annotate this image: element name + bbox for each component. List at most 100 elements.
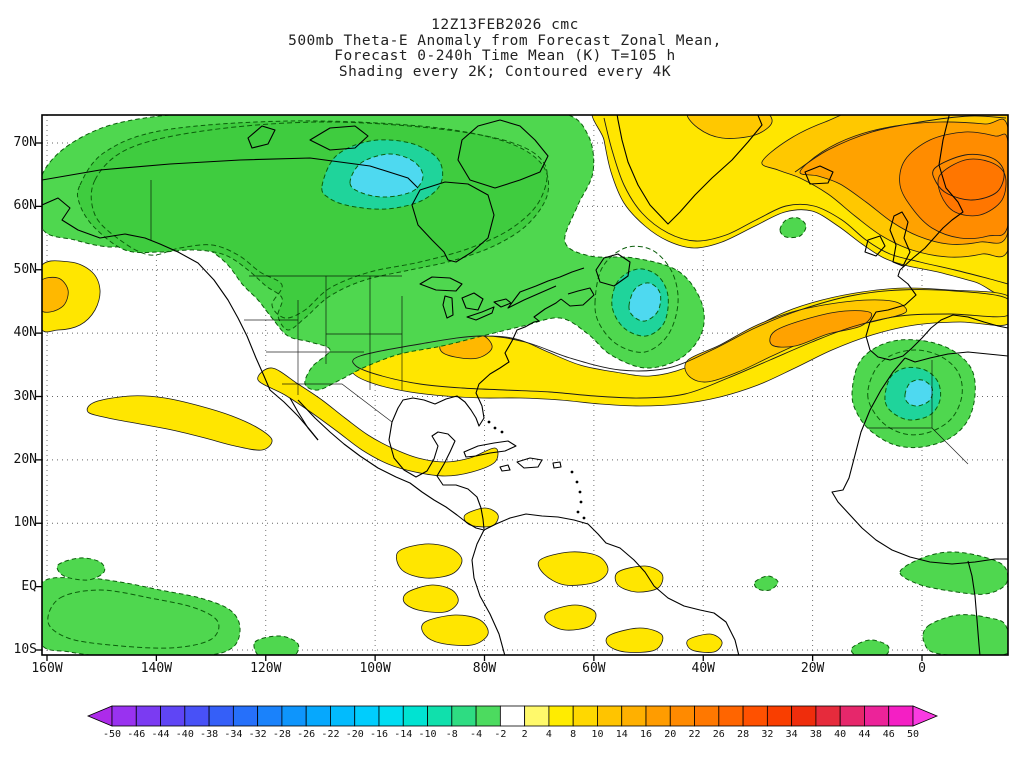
lon-tick-label: 120W (250, 661, 282, 676)
chart-title: 12Z13FEB2026 cmc 500mb Theta-E Anomaly f… (0, 17, 1010, 80)
colorbar-segment (378, 705, 404, 727)
borders-layer (150, 180, 969, 465)
colorbar-segment (839, 705, 865, 727)
contour-neg-canada (90, 121, 548, 319)
colorbar-segment (330, 705, 356, 727)
lat-tick-label: 50N (13, 261, 37, 277)
colorbar-segment (257, 705, 283, 727)
coast-greenland (616, 115, 763, 225)
colorbar-left-arrow (86, 705, 113, 727)
shade-mexico-yellow-arc (257, 367, 499, 477)
coast-jamaica (499, 464, 511, 472)
shade-hudson-cyan (349, 153, 424, 198)
colorbar (86, 705, 939, 727)
shade-tropical-yellow-patch (421, 614, 489, 646)
contour-pos-midatlantic (352, 289, 1008, 399)
coast-baja-inner (289, 397, 319, 441)
lon-tick-label: 20W (800, 661, 825, 676)
colorbar-tick-label: 44 (858, 729, 871, 740)
map-frame (41, 114, 1009, 656)
lat-tick-label: 20N (13, 451, 37, 467)
colorbar-tick-label: -50 (102, 729, 122, 740)
shade-tropical-yellow-patch (614, 565, 664, 593)
lon-tick-label: 80W (472, 661, 497, 676)
colorbar-segment (281, 705, 307, 727)
island-dot (570, 470, 574, 474)
colorbar-segment (208, 705, 234, 727)
colorbar-tick-label: 8 (570, 729, 577, 740)
colorbar-tick-label: -4 (470, 729, 483, 740)
title-line-3: Forecast 0-240h Time Mean (K) T=105 h (334, 48, 676, 64)
lat-tick-label: 40N (13, 325, 37, 341)
shade-small-green-patch (779, 217, 807, 239)
colorbar-segment (184, 705, 210, 727)
colorbar-segment (475, 705, 501, 727)
shade-atlantic-cyan-core (628, 282, 662, 322)
title-line-4: Shading every 2K; Contoured every 4K (338, 63, 672, 80)
contour-pos-ne-atlantic-inner (794, 115, 1007, 173)
shade-midatlantic-orange (769, 310, 873, 348)
colorbar-segment (645, 705, 671, 727)
colorbar-segment (597, 705, 623, 727)
colorbar-segment (791, 705, 817, 727)
colorbar-tick-label: 32 (761, 729, 774, 740)
shade-small-green-patch (253, 635, 300, 655)
colorbar-tick-label: 26 (712, 729, 725, 740)
colorbar-tick-label: -16 (369, 729, 389, 740)
contour-neg-atlantic (594, 245, 679, 353)
coast-puerto-rico (552, 461, 562, 469)
island-dot (575, 480, 579, 484)
shade-tropical-yellow-patch (463, 507, 499, 528)
shade-tropical-yellow-patch (686, 633, 723, 653)
coast-africa-south (967, 560, 981, 655)
coast-lake-superior (419, 276, 463, 292)
colorbar-tick-label: 14 (615, 729, 628, 740)
shade-small-green-patch (850, 639, 890, 655)
colorbar-segment (402, 705, 428, 727)
colorbar-segment (742, 705, 768, 727)
colorbar-segment (232, 705, 259, 727)
coast-lake-michigan (442, 295, 454, 319)
shade-small-green-patch (922, 614, 1008, 655)
colorbar-tick-label: 20 (664, 729, 677, 740)
colorbar-segment (160, 705, 186, 727)
coast-southamerica-west (471, 529, 506, 655)
colorbar-tick-label: 2 (521, 729, 528, 740)
colorbar-segment (621, 705, 647, 727)
coast-ireland (864, 235, 886, 257)
lat-tick-label: 10S (13, 642, 37, 657)
coast-us-east (391, 298, 562, 427)
colorbar-segment (572, 705, 598, 727)
colorbar-tick-label: 50 (906, 729, 920, 740)
colorbar-tick-label: -40 (175, 729, 194, 740)
colorbar-tick-label: 38 (809, 729, 822, 740)
colorbar-segment (766, 705, 793, 727)
axis-ticks (36, 142, 923, 661)
coast-pacific-na (42, 197, 319, 441)
colorbar-tick-label: -44 (151, 729, 170, 740)
colorbar-tick-label: -28 (272, 729, 291, 740)
coast-hudson-bay (411, 181, 495, 263)
colorbar-segment (864, 705, 890, 727)
colorbar-segment (354, 705, 380, 727)
coast-europe (865, 115, 1008, 361)
contour-layer (47, 115, 1008, 649)
colorbar-tick-label: 16 (639, 729, 653, 740)
coast-gulf-of-mexico (388, 421, 485, 530)
coast-lake-huron (461, 292, 484, 311)
colorbar-segment (305, 705, 331, 727)
colorbar-tick-label: -46 (127, 729, 146, 740)
colorbar-right-arrow (912, 705, 939, 727)
colorbar-segment (718, 705, 744, 727)
colorbar-segment (135, 705, 161, 727)
lon-tick-label: 100W (359, 661, 391, 676)
coast-arctic (42, 157, 419, 189)
colorbar-segment (669, 705, 695, 727)
contour-neg-equatorial (47, 589, 220, 649)
colorbar-tick-label: -38 (200, 729, 219, 740)
shade-tropical-yellow-patch (544, 604, 597, 631)
lon-tick-label: 0 (918, 661, 926, 676)
colorbar-segment (499, 705, 526, 727)
